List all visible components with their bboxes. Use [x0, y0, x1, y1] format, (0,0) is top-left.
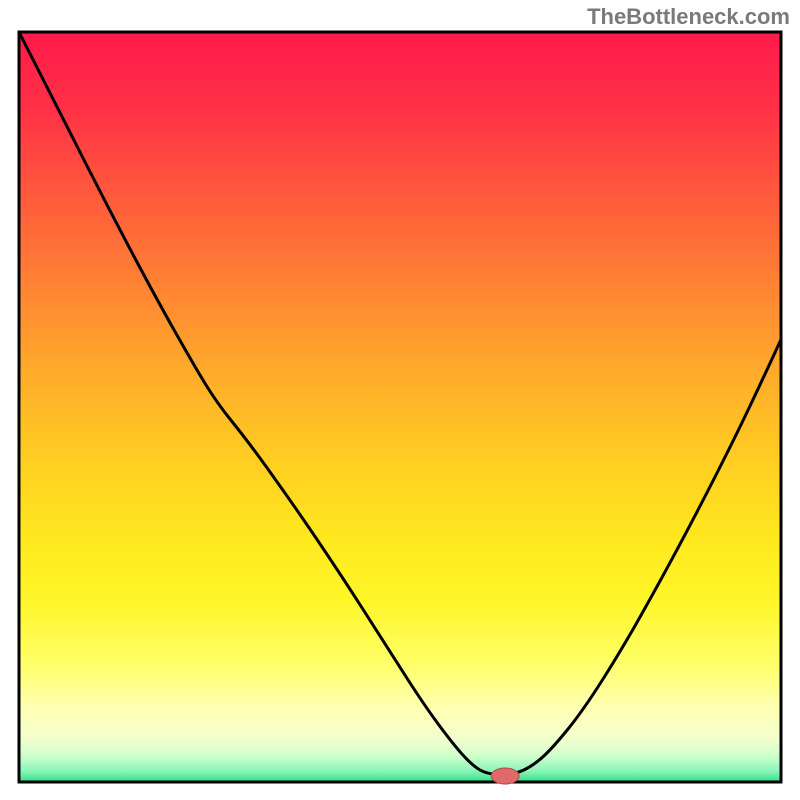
chart-container: TheBottleneck.com — [0, 0, 800, 800]
bottleneck-chart — [0, 0, 800, 800]
optimal-marker — [491, 768, 519, 784]
